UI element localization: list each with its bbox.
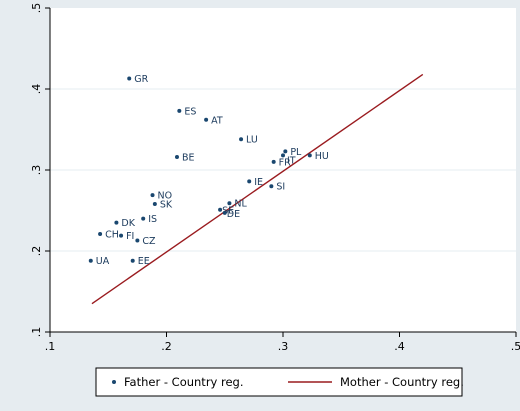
fit-line-mother	[91, 73, 424, 305]
point-label-it: IT	[287, 155, 296, 166]
point-label-ua: UA	[96, 256, 110, 267]
x-tick-label: .5	[511, 340, 520, 353]
y-tick-label: .5	[30, 3, 43, 14]
point-label-cz: CZ	[142, 236, 156, 247]
point-de	[222, 210, 227, 215]
point-label-no: NO	[158, 191, 173, 202]
x-tick-label: .2	[161, 340, 172, 353]
point-cz	[135, 238, 140, 243]
point-lu	[239, 137, 244, 142]
point-label-dk: DK	[121, 218, 135, 229]
y-tick-label: .3	[30, 165, 43, 176]
legend-label-father: Father - Country reg.	[124, 375, 244, 389]
point-label-es: ES	[184, 106, 196, 117]
point-sk	[152, 202, 157, 207]
point-label-hu: HU	[315, 151, 329, 162]
point-label-se: SE	[222, 206, 234, 217]
legend-box	[95, 367, 463, 397]
point-label-is: IS	[148, 214, 157, 225]
point-label-lu: LU	[246, 135, 258, 146]
point-label-ch: CH	[105, 229, 119, 240]
axes: .1 .2 .3 .4 .5 .1 .2 .3 .4 .5	[30, 3, 520, 353]
x-tick-label: .3	[278, 340, 289, 353]
y-tick-label: .4	[30, 84, 43, 95]
point-hu	[307, 153, 312, 158]
point-label-pl: PL	[290, 147, 302, 158]
legend-marker-father	[112, 380, 116, 384]
point-ch	[98, 231, 103, 236]
point-label-ee: EE	[138, 256, 150, 267]
point-gr	[127, 76, 132, 81]
point-label-sk: SK	[160, 200, 173, 211]
legend-label-mother: Mother - Country reg.	[340, 375, 464, 389]
point-dk	[114, 220, 119, 225]
point-label-fr: FR	[279, 157, 291, 168]
point-it	[281, 153, 285, 158]
y-tick-label: .1	[30, 327, 43, 338]
point-label-de: DE	[227, 209, 240, 220]
fit-lines	[91, 73, 424, 305]
point-label-nl: NL	[234, 199, 247, 210]
point-be	[174, 155, 179, 160]
point-es	[177, 108, 182, 113]
point-nl	[227, 201, 232, 206]
point-label-be: BE	[182, 153, 195, 164]
point-ie	[247, 179, 252, 184]
x-tick-label: .1	[45, 340, 56, 353]
point-ee	[130, 258, 135, 263]
point-pl	[283, 149, 288, 154]
legend: Father - Country reg. Mother - Country re…	[95, 367, 464, 397]
point-si	[269, 184, 274, 189]
grid-lines	[50, 88, 516, 252]
point-is	[141, 216, 146, 221]
point-at	[204, 117, 209, 122]
point-label-si: SI	[276, 182, 285, 193]
point-label-fi: FI	[126, 231, 134, 242]
y-tick-label: .2	[30, 246, 43, 257]
point-fr	[271, 159, 276, 164]
point-label-gr: GR	[134, 74, 148, 85]
point-label-ie: IE	[254, 177, 263, 188]
x-tick-label: .4	[394, 340, 405, 353]
point-ua	[88, 258, 93, 263]
point-no	[150, 193, 155, 198]
point-label-at: AT	[211, 115, 223, 126]
point-se	[218, 207, 223, 212]
point-fi	[119, 233, 124, 238]
